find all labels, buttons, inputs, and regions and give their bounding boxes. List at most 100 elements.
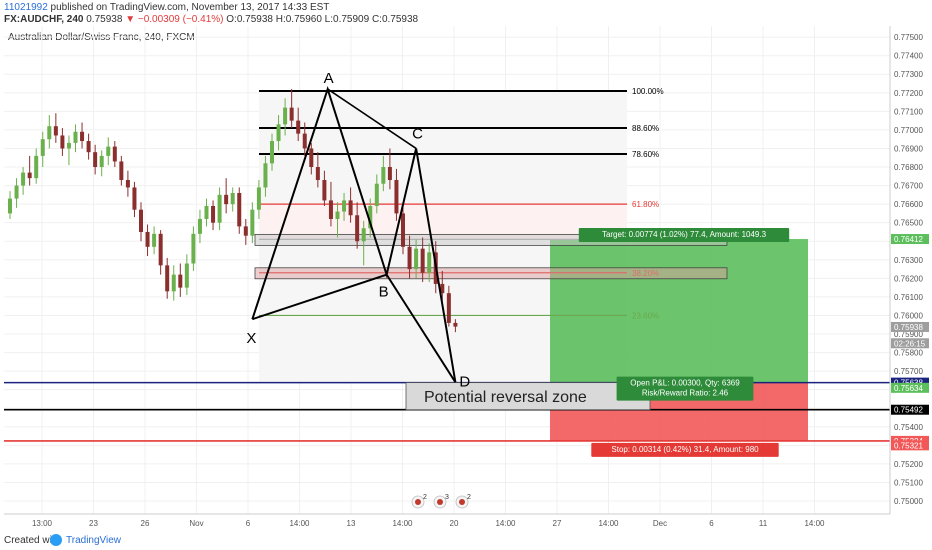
price-tag-bg xyxy=(891,321,929,332)
candle-body xyxy=(401,213,405,247)
candle-body xyxy=(53,126,58,136)
candle-body xyxy=(230,192,235,205)
candle-body xyxy=(158,233,163,266)
price-change: ▼ −0.00309 (−0.41%) xyxy=(125,14,224,25)
price-tick-label: 0.75000 xyxy=(894,497,923,506)
candle-body xyxy=(14,185,19,199)
candle-body xyxy=(106,146,111,156)
candle-body xyxy=(335,211,340,219)
tradingview-logo-icon xyxy=(50,534,62,546)
price-tick-label: 0.77400 xyxy=(894,52,923,61)
candle-body xyxy=(427,252,432,273)
candle-body xyxy=(66,142,71,149)
candle-body xyxy=(250,209,255,236)
candle-body xyxy=(217,194,222,223)
candle-body xyxy=(368,205,373,229)
time-tick-label: 14:00 xyxy=(495,519,516,528)
candle-body xyxy=(446,293,451,323)
price-tick-label: 0.75200 xyxy=(894,460,923,469)
time-tick-label: Dec xyxy=(653,519,667,528)
published-text: published on TradingView.com, November 1… xyxy=(47,2,330,13)
price-tick-label: 0.76800 xyxy=(894,163,923,172)
candle-body xyxy=(302,133,307,149)
price-tag-bg xyxy=(891,377,929,388)
candle-body xyxy=(80,131,85,142)
candle-body xyxy=(21,172,26,186)
price-tag-label: 0.75492 xyxy=(894,406,923,415)
time-tick-label: 14:00 xyxy=(598,519,619,528)
price-tick-label: 0.75400 xyxy=(894,423,923,432)
target-label-text: Target: 0.00774 (1.02%) 77.4, Amount: 10… xyxy=(602,230,767,239)
time-tick-label: 23 xyxy=(89,519,98,528)
candle-body xyxy=(263,163,268,188)
price-tag-label: 0.75634 xyxy=(894,384,923,393)
symbol-label[interactable]: FX:AUDCHF, 240 xyxy=(4,14,84,25)
candle-body xyxy=(387,167,392,181)
pattern-point-label-a: A xyxy=(324,70,334,87)
pattern-point-label-x: X xyxy=(246,330,256,347)
time-tick-label: Nov xyxy=(189,519,203,528)
fib-level-label: 23.60% xyxy=(632,311,659,320)
time-tick-label: 6 xyxy=(246,519,251,528)
price-tick-label: 0.76700 xyxy=(894,182,923,191)
candle-body xyxy=(289,107,294,121)
candle-body xyxy=(112,146,117,162)
event-flag-dot xyxy=(437,499,443,505)
candle-body xyxy=(296,120,301,134)
symbol-info: FX:AUDCHF, 240 0.75938 ▼ −0.00309 (−0.41… xyxy=(4,14,418,25)
footer-bar: Created with TradingView xyxy=(0,532,932,550)
price-chart[interactable]: Australian Dollar/Swiss Franc, 240, FXCM… xyxy=(4,26,932,540)
candle-body xyxy=(453,322,458,327)
harmonic-pattern-xbd xyxy=(252,273,457,383)
time-tick-label: 13 xyxy=(347,519,356,528)
price-tick-label: 0.76000 xyxy=(894,311,923,320)
publish-info: 11021992 published on TradingView.com, N… xyxy=(4,2,329,13)
candle-body xyxy=(270,141,274,164)
candle-body xyxy=(178,274,183,288)
candle-body xyxy=(152,233,157,247)
event-count-label: 3 xyxy=(445,494,449,501)
tradingview-brand-link[interactable]: TradingView xyxy=(66,535,122,546)
candle-body xyxy=(394,180,399,214)
price-tick-label: 0.75900 xyxy=(894,330,923,339)
time-tick-label: 14:00 xyxy=(392,519,413,528)
pattern-point-label-d: D xyxy=(459,373,470,390)
fib-level-label: 100.00% xyxy=(632,87,664,96)
candle-body xyxy=(191,233,196,264)
candle-body xyxy=(184,263,189,288)
event-flag-dot xyxy=(415,499,421,505)
candle-body xyxy=(237,192,242,227)
candle-body xyxy=(276,124,281,142)
price-tag-label: 02:26:15 xyxy=(894,339,926,348)
username-link[interactable]: 11021992 xyxy=(4,2,48,13)
price-tick-label: 0.77100 xyxy=(894,107,923,116)
candle-body xyxy=(171,274,176,292)
candle-body xyxy=(342,200,347,212)
price-tick-label: 0.76500 xyxy=(894,219,923,228)
candle-body xyxy=(315,167,320,181)
price-tag-label: 0.75321 xyxy=(894,441,923,450)
time-tick-label: 11 xyxy=(759,519,768,528)
candle-body xyxy=(224,194,229,205)
candle-body xyxy=(204,205,209,219)
candle-body xyxy=(93,152,98,168)
candle-body xyxy=(374,183,379,206)
candle-body xyxy=(165,265,170,292)
fib-level-label: 78.60% xyxy=(632,150,659,159)
price-tick-label: 0.75700 xyxy=(894,367,923,376)
time-tick-label: 20 xyxy=(450,519,459,528)
candle-body xyxy=(60,135,65,149)
price-tick-label: 0.77300 xyxy=(894,70,923,79)
price-tick-label: 0.76300 xyxy=(894,256,923,265)
candle-body xyxy=(119,161,124,181)
candle-body xyxy=(355,215,360,242)
candle-body xyxy=(348,200,353,216)
candle-body xyxy=(440,283,445,294)
candle-body xyxy=(328,200,333,219)
chart-area[interactable]: Australian Dollar/Swiss Franc, 240, FXCM… xyxy=(4,26,932,540)
last-price: 0.75938 xyxy=(86,14,123,25)
time-tick-label: 14:00 xyxy=(804,519,825,528)
price-tick-label: 0.75800 xyxy=(894,349,923,358)
price-tag-bg xyxy=(891,234,929,245)
candle-body xyxy=(34,155,39,179)
